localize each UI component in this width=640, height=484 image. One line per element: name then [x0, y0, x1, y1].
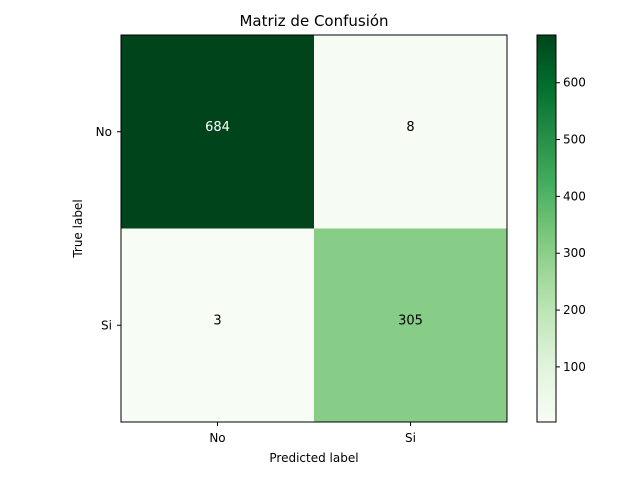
y-tick-label: Si	[101, 318, 112, 332]
matrix-cell-1-1	[314, 228, 507, 422]
matrix-cell-0-1	[314, 35, 507, 229]
cell-value-1-1: 305	[398, 313, 423, 328]
colorbar	[536, 34, 557, 423]
colorbar-tick-label: 400	[563, 189, 586, 203]
y-tick-label: No	[96, 125, 112, 139]
colorbar-ticks: 100 200 300 400 500 600	[556, 76, 586, 374]
colorbar-tick-label: 300	[563, 246, 586, 260]
matrix-cells	[121, 35, 507, 422]
colorbar-tick-label: 200	[563, 303, 586, 317]
x-tick-label: Si	[405, 431, 416, 445]
matrix-cell-1-0	[121, 228, 314, 422]
y-axis-label: True label	[71, 199, 85, 258]
colorbar-tick-label: 600	[563, 76, 586, 90]
cell-value-1-0: 3	[213, 313, 221, 328]
colorbar-tick-label: 500	[563, 133, 586, 147]
x-axis-label: Predicted label	[269, 451, 358, 465]
cell-value-0-0: 684	[205, 120, 230, 135]
matrix-cell-0-0	[121, 35, 314, 229]
y-axis-ticks: No Si	[96, 125, 121, 332]
cell-value-0-1: 8	[406, 120, 414, 135]
x-axis-ticks: No Si	[209, 422, 416, 445]
matrix-cell-labels: 684 8 3 305	[205, 120, 423, 329]
x-tick-label: No	[209, 431, 225, 445]
colorbar-tick-label: 100	[563, 360, 586, 374]
chart-title: Matriz de Confusión	[239, 12, 388, 30]
plot-frame	[120, 34, 508, 423]
